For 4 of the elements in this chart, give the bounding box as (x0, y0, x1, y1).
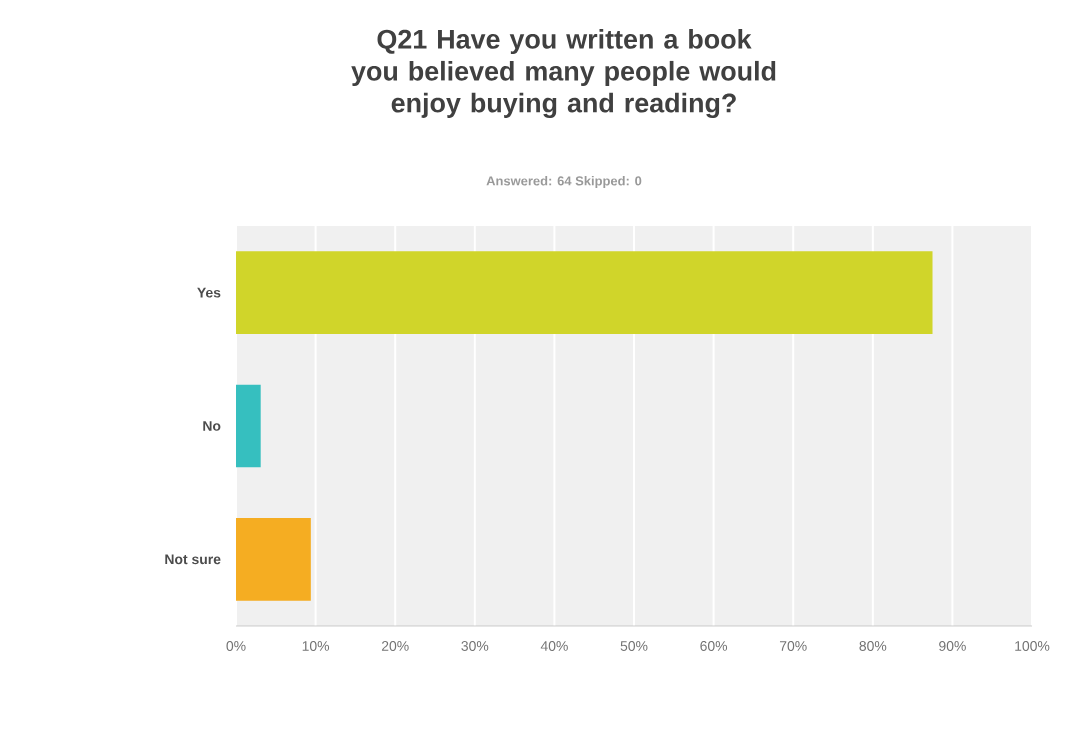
chart-title: Q21 Have you written a book you believed many people would enjoy buying and reading? (351, 29, 776, 118)
bar (236, 251, 933, 334)
bar (236, 384, 261, 468)
bar (236, 518, 311, 601)
